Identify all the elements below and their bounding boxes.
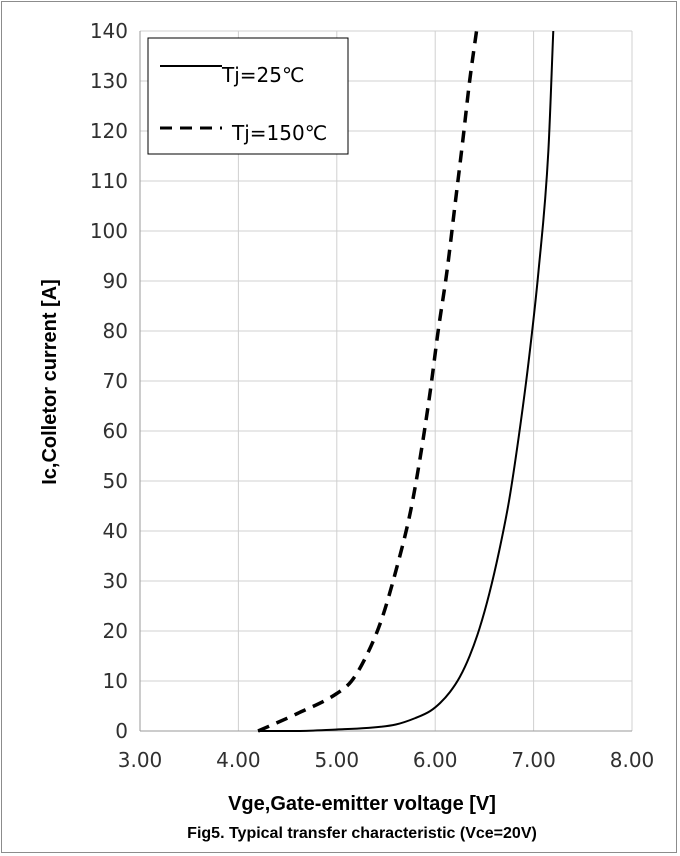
y-tick-label: 110	[90, 169, 128, 193]
y-tick-labels: 0 10 20 30 40 50 60 70 80 90 100 110 120 130 140	[90, 19, 128, 743]
y-tick-label: 100	[90, 219, 128, 243]
figure-caption: Fig5. Typical transfer characteristic (V…	[187, 825, 537, 842]
y-tick-label: 70	[103, 369, 128, 393]
y-tick-label: 0	[115, 719, 128, 743]
x-tick-label: 6.00	[413, 748, 458, 772]
x-tick-label: 3.00	[118, 748, 163, 772]
x-tick-labels: 3.00 4.00 5.00 6.00 7.00 8.00	[118, 748, 655, 772]
y-tick-label: 50	[103, 469, 128, 493]
x-tick-label: 4.00	[216, 748, 261, 772]
y-tick-label: 20	[103, 619, 128, 643]
legend-box	[147, 37, 349, 155]
legend-entry-tj150: Tj=150℃	[231, 121, 327, 145]
x-tick-label: 7.00	[511, 748, 556, 772]
x-axis-title: Vge,Gate-emitter voltage [V]	[228, 793, 496, 815]
x-tick-label: 5.00	[315, 748, 360, 772]
y-tick-label: 80	[103, 319, 128, 343]
series-line-tj150	[257, 30, 479, 733]
y-tick-label: 90	[103, 269, 128, 293]
y-tick-label: 130	[90, 69, 128, 93]
y-tick-label: 40	[103, 519, 128, 543]
y-tick-label: 30	[103, 569, 128, 593]
axes	[139, 31, 632, 732]
y-tick-label: 10	[103, 669, 128, 693]
y-axis-title: Ic,Colletor current [A]	[39, 279, 61, 485]
legend: Tj=25℃ Tj=150℃	[147, 37, 349, 155]
y-tick-label: 60	[103, 419, 128, 443]
y-tick-label: 140	[90, 19, 128, 43]
y-tick-label: 120	[90, 119, 128, 143]
legend-entry-tj25: Tj=25℃	[221, 63, 304, 87]
x-tick-label: 8.00	[610, 748, 655, 772]
series-lines	[257, 30, 555, 733]
series-line-tj25	[258, 30, 555, 733]
